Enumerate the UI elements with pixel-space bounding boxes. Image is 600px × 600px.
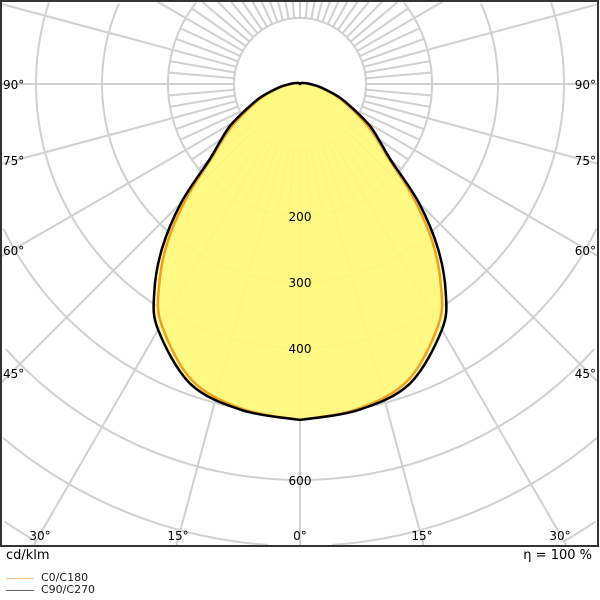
angle-label-right-90: 90° [575, 78, 596, 92]
grid-radial-line-fine [168, 88, 235, 97]
grid-radial-line-fine [191, 7, 247, 47]
angle-labels: 90° 75° 60° 45° 90° 75° 60° 45° 30° 15° … [3, 78, 596, 543]
angle-label-bottom-0: 0° [293, 529, 307, 543]
plot-frame [0, 0, 599, 547]
grid-radial-line-fine [169, 94, 236, 108]
grid-radial-line-fine [169, 60, 236, 74]
grid-radial-line-fine [361, 37, 425, 63]
legend-item-c0: C0/C180 [6, 572, 88, 584]
grid-radial-line-fine [241, 1, 263, 31]
grid-radial-line [332, 1, 349, 28]
grid-radial-line-fine [175, 105, 239, 131]
grid-radial-line-fine [349, 1, 399, 43]
intensity-curves [152, 81, 448, 422]
grid-radial-line-fine [175, 37, 239, 63]
grid-radial-line [356, 1, 443, 52]
radial-tick-200: 200 [289, 210, 312, 224]
radial-tick-400: 400 [289, 342, 312, 356]
grid-radial-line-fine [230, 1, 259, 35]
grid-radial-line-fine [341, 1, 370, 35]
grid-radial-line [363, 3, 598, 68]
grid-radial-line-fine [353, 7, 409, 47]
legend-item-c90: C90/C270 [6, 584, 95, 596]
grid-radial-line [1, 3, 237, 68]
grid-radial-line-fine [269, 1, 279, 23]
radial-tick-300: 300 [289, 276, 312, 290]
radial-tick-600: 600 [289, 474, 312, 488]
angle-label-left-60: 60° [3, 244, 24, 258]
grid-radial-line [157, 1, 244, 52]
grid-radial-line [251, 1, 268, 28]
grid-circle [4, 348, 596, 481]
grid-radial-line-fine [364, 94, 431, 108]
angle-label-bottom-30-left: 30° [29, 529, 50, 543]
grid-radial-line-fine [291, 1, 296, 19]
grid-radial-line-fine [284, 1, 290, 20]
grid-radial-line-fine [359, 27, 421, 58]
grid-radial-line [217, 1, 255, 39]
grid-radial-line [345, 1, 383, 39]
legend-label-c0: C0/C180 [41, 571, 89, 584]
grid-radial-line-fine [326, 1, 340, 25]
grid-radial-line-fine [361, 105, 425, 131]
unit-label: cd/klm [6, 548, 50, 563]
angle-label-left-75: 75° [3, 154, 24, 168]
grid-radial-line-fine [321, 1, 331, 23]
radial-tick-labels: 200 300 400 600 [289, 210, 312, 488]
grid-radial-line-fine [364, 60, 431, 74]
legend-label-c90: C90/C270 [41, 583, 96, 596]
fill-c0-c180 [157, 82, 443, 420]
angle-label-right-45: 45° [575, 367, 596, 381]
angle-label-right-75: 75° [575, 154, 596, 168]
angle-label-bottom-15-right: 15° [411, 529, 432, 543]
angle-label-bottom-15-left: 15° [167, 529, 188, 543]
grid-radial-line-fine [201, 1, 251, 43]
grid-circle [4, 520, 596, 543]
grid-radial-line [1, 100, 237, 165]
grid-radial-line-fine [365, 71, 432, 80]
grid-radial-line [363, 100, 598, 165]
grid-radial-line-fine [179, 27, 241, 58]
grid-radial-line [316, 1, 323, 21]
grid-radial-line [277, 1, 284, 21]
polar-chart: 200 300 400 600 90° 75° 60° 45° 90° 75° … [0, 0, 599, 547]
grid-radial-line-fine [168, 71, 235, 80]
grid-radial-line-fine [365, 88, 432, 97]
grid-radial-line [1, 116, 244, 257]
angle-label-left-90: 90° [3, 78, 24, 92]
grid-radial-line-fine [260, 1, 274, 25]
grid-radial-line-fine [179, 110, 241, 141]
grid-circle [2, 437, 598, 546]
series-line-c90-c270 [152, 81, 448, 422]
angle-label-left-45: 45° [3, 367, 24, 381]
grid-radial-line-fine [337, 1, 359, 31]
grid-radial-line-fine [359, 110, 421, 141]
efficiency-label: η = 100 % [523, 548, 592, 563]
angle-label-bottom-30-right: 30° [549, 529, 570, 543]
grid-radial-line [356, 116, 598, 257]
grid-radial-line-fine [304, 1, 309, 19]
grid-radial-line-fine [310, 1, 316, 20]
legend-swatch-c90 [6, 589, 34, 591]
angle-label-right-60: 60° [575, 244, 596, 258]
legend-swatch-c0 [6, 577, 34, 579]
